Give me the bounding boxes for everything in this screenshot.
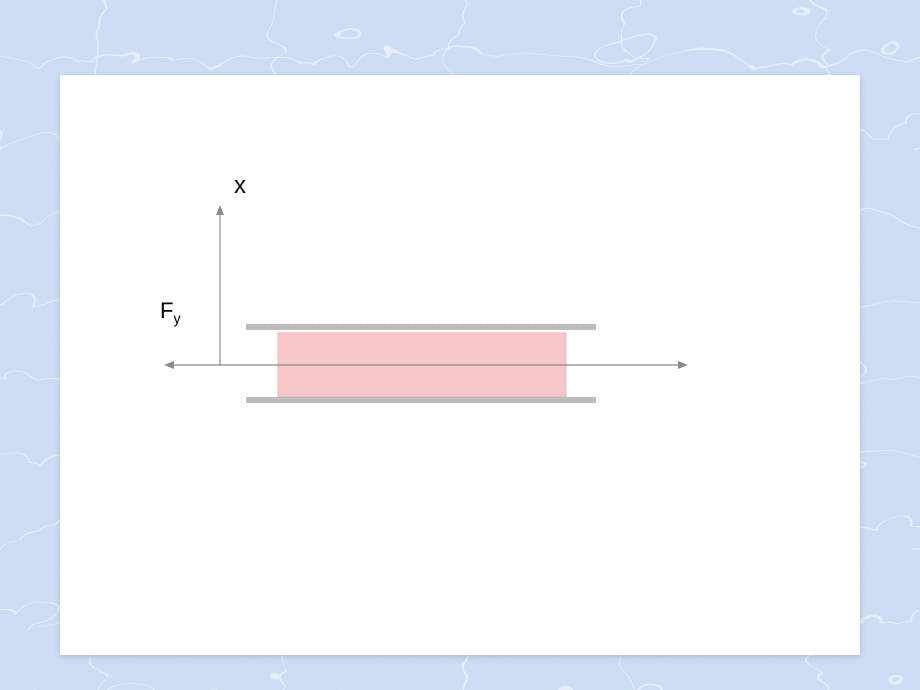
x-axis-label: x (234, 172, 246, 200)
page-background: x Fy (0, 0, 920, 690)
couette-flow-diagram (60, 75, 860, 655)
bottom-right-inset (758, 614, 860, 650)
force-label: Fy (160, 298, 181, 327)
force-label-subscript: y (173, 311, 180, 327)
slide-panel: x Fy (60, 75, 860, 655)
force-label-main: F (160, 298, 173, 323)
